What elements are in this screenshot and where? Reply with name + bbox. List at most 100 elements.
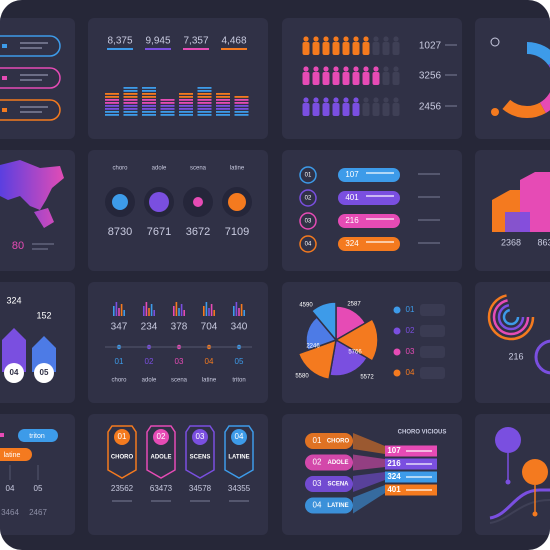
step-value: 401: [345, 193, 359, 202]
legend-dot: [393, 327, 401, 335]
legend-number: 04: [406, 368, 415, 377]
mini-number: 02: [145, 357, 154, 366]
badge-number: 04: [235, 432, 244, 441]
mini-bar: [148, 308, 150, 316]
bar-stripe: [160, 111, 175, 113]
ring: [497, 303, 525, 331]
stat-underline: [145, 48, 171, 50]
person-head: [353, 36, 359, 42]
mini-bar: [213, 310, 215, 316]
funnel-number: 04: [313, 501, 322, 510]
text-line: [366, 218, 394, 220]
pie-label: 2246: [306, 344, 320, 350]
text-line: [20, 47, 42, 49]
person-body: [342, 103, 350, 116]
funnel-number: 01: [313, 436, 322, 445]
arrow-circle: [4, 363, 24, 383]
people-count: 2456: [419, 102, 442, 113]
text-line: [445, 44, 457, 46]
bar-stripe: [142, 99, 156, 101]
mini-bar: [175, 302, 178, 316]
bar-stripe: [105, 93, 119, 95]
pin-curve: [489, 499, 550, 524]
stat-number: 9,945: [145, 36, 170, 47]
circle-name: choro: [112, 166, 128, 172]
circle-value: 8730: [108, 226, 132, 238]
person-body: [352, 103, 360, 116]
funnel-title: CHORO VICIOUS: [398, 430, 447, 436]
person-body: [362, 72, 370, 85]
person-head: [323, 36, 329, 42]
card: [0, 282, 75, 403]
funnel-left: [305, 454, 353, 471]
funnel-value: 107: [387, 446, 401, 455]
funnel-band: [353, 433, 385, 454]
mini-name: scena: [171, 378, 188, 384]
ring: [492, 298, 530, 336]
funnel-left: [305, 476, 353, 492]
badge-name: CHORO: [111, 455, 134, 461]
bar-stripe: [123, 93, 138, 95]
legend-number: 01: [406, 305, 415, 314]
bar-stripe: [179, 96, 193, 98]
person-body: [302, 42, 310, 55]
stat-number: 7,357: [183, 36, 208, 47]
mini-bar: [203, 306, 205, 316]
bar-stripe: [160, 105, 175, 107]
person-body: [392, 72, 400, 85]
circle-value: 7109: [225, 226, 249, 238]
mini-number: 04: [205, 357, 214, 366]
bar-stripe: [179, 114, 193, 116]
funnel-left: [305, 433, 353, 449]
circle-dot: [149, 192, 169, 212]
text-line: [20, 74, 48, 76]
person-body: [382, 42, 390, 55]
person-body: [312, 103, 320, 116]
step-circle: [299, 235, 317, 253]
stair: [505, 212, 530, 232]
pill: [18, 429, 58, 442]
bar-stripe: [197, 93, 212, 95]
mini-bar: [123, 310, 125, 316]
bar-stripe: [216, 99, 230, 101]
person-head: [343, 36, 349, 42]
person-head: [393, 66, 399, 72]
badge-name: ADOLE: [151, 455, 172, 461]
text-line: [418, 173, 440, 175]
bar-stripe: [123, 96, 138, 98]
person-head: [303, 36, 309, 42]
card: [88, 282, 268, 403]
person-body: [302, 72, 310, 85]
pill-number: 04: [6, 484, 15, 493]
mini-bar: [235, 302, 238, 316]
pill-line: [0, 433, 4, 437]
bar-stripe: [105, 111, 119, 113]
funnel-band: [353, 454, 385, 471]
text-line: [32, 243, 54, 245]
arrow-circle: [34, 363, 54, 383]
pie-slice: [297, 338, 337, 381]
mini-bar: [115, 302, 118, 316]
person-body: [392, 103, 400, 116]
person-body: [322, 103, 330, 116]
bar-stripe: [216, 93, 230, 95]
mini-number: 05: [235, 357, 244, 366]
funnel-band: [353, 472, 385, 492]
step-value: 324: [345, 239, 359, 248]
badge-number: 01: [118, 432, 127, 441]
bar-stripe: [197, 90, 212, 92]
bar-stripe: [105, 108, 119, 110]
pill-name: triton: [29, 433, 45, 440]
bar-stripe: [105, 102, 119, 104]
card: [88, 150, 268, 271]
mini-bar: [120, 304, 123, 316]
person-head: [303, 97, 309, 103]
mini-number: 01: [115, 357, 124, 366]
stat-number: 8,375: [107, 36, 132, 47]
mini-bar: [240, 304, 243, 316]
mini-name: choro: [111, 378, 127, 384]
circle-dot: [193, 197, 203, 207]
person-body: [332, 42, 340, 55]
person-head: [313, 66, 319, 72]
step-circle: [299, 166, 317, 184]
